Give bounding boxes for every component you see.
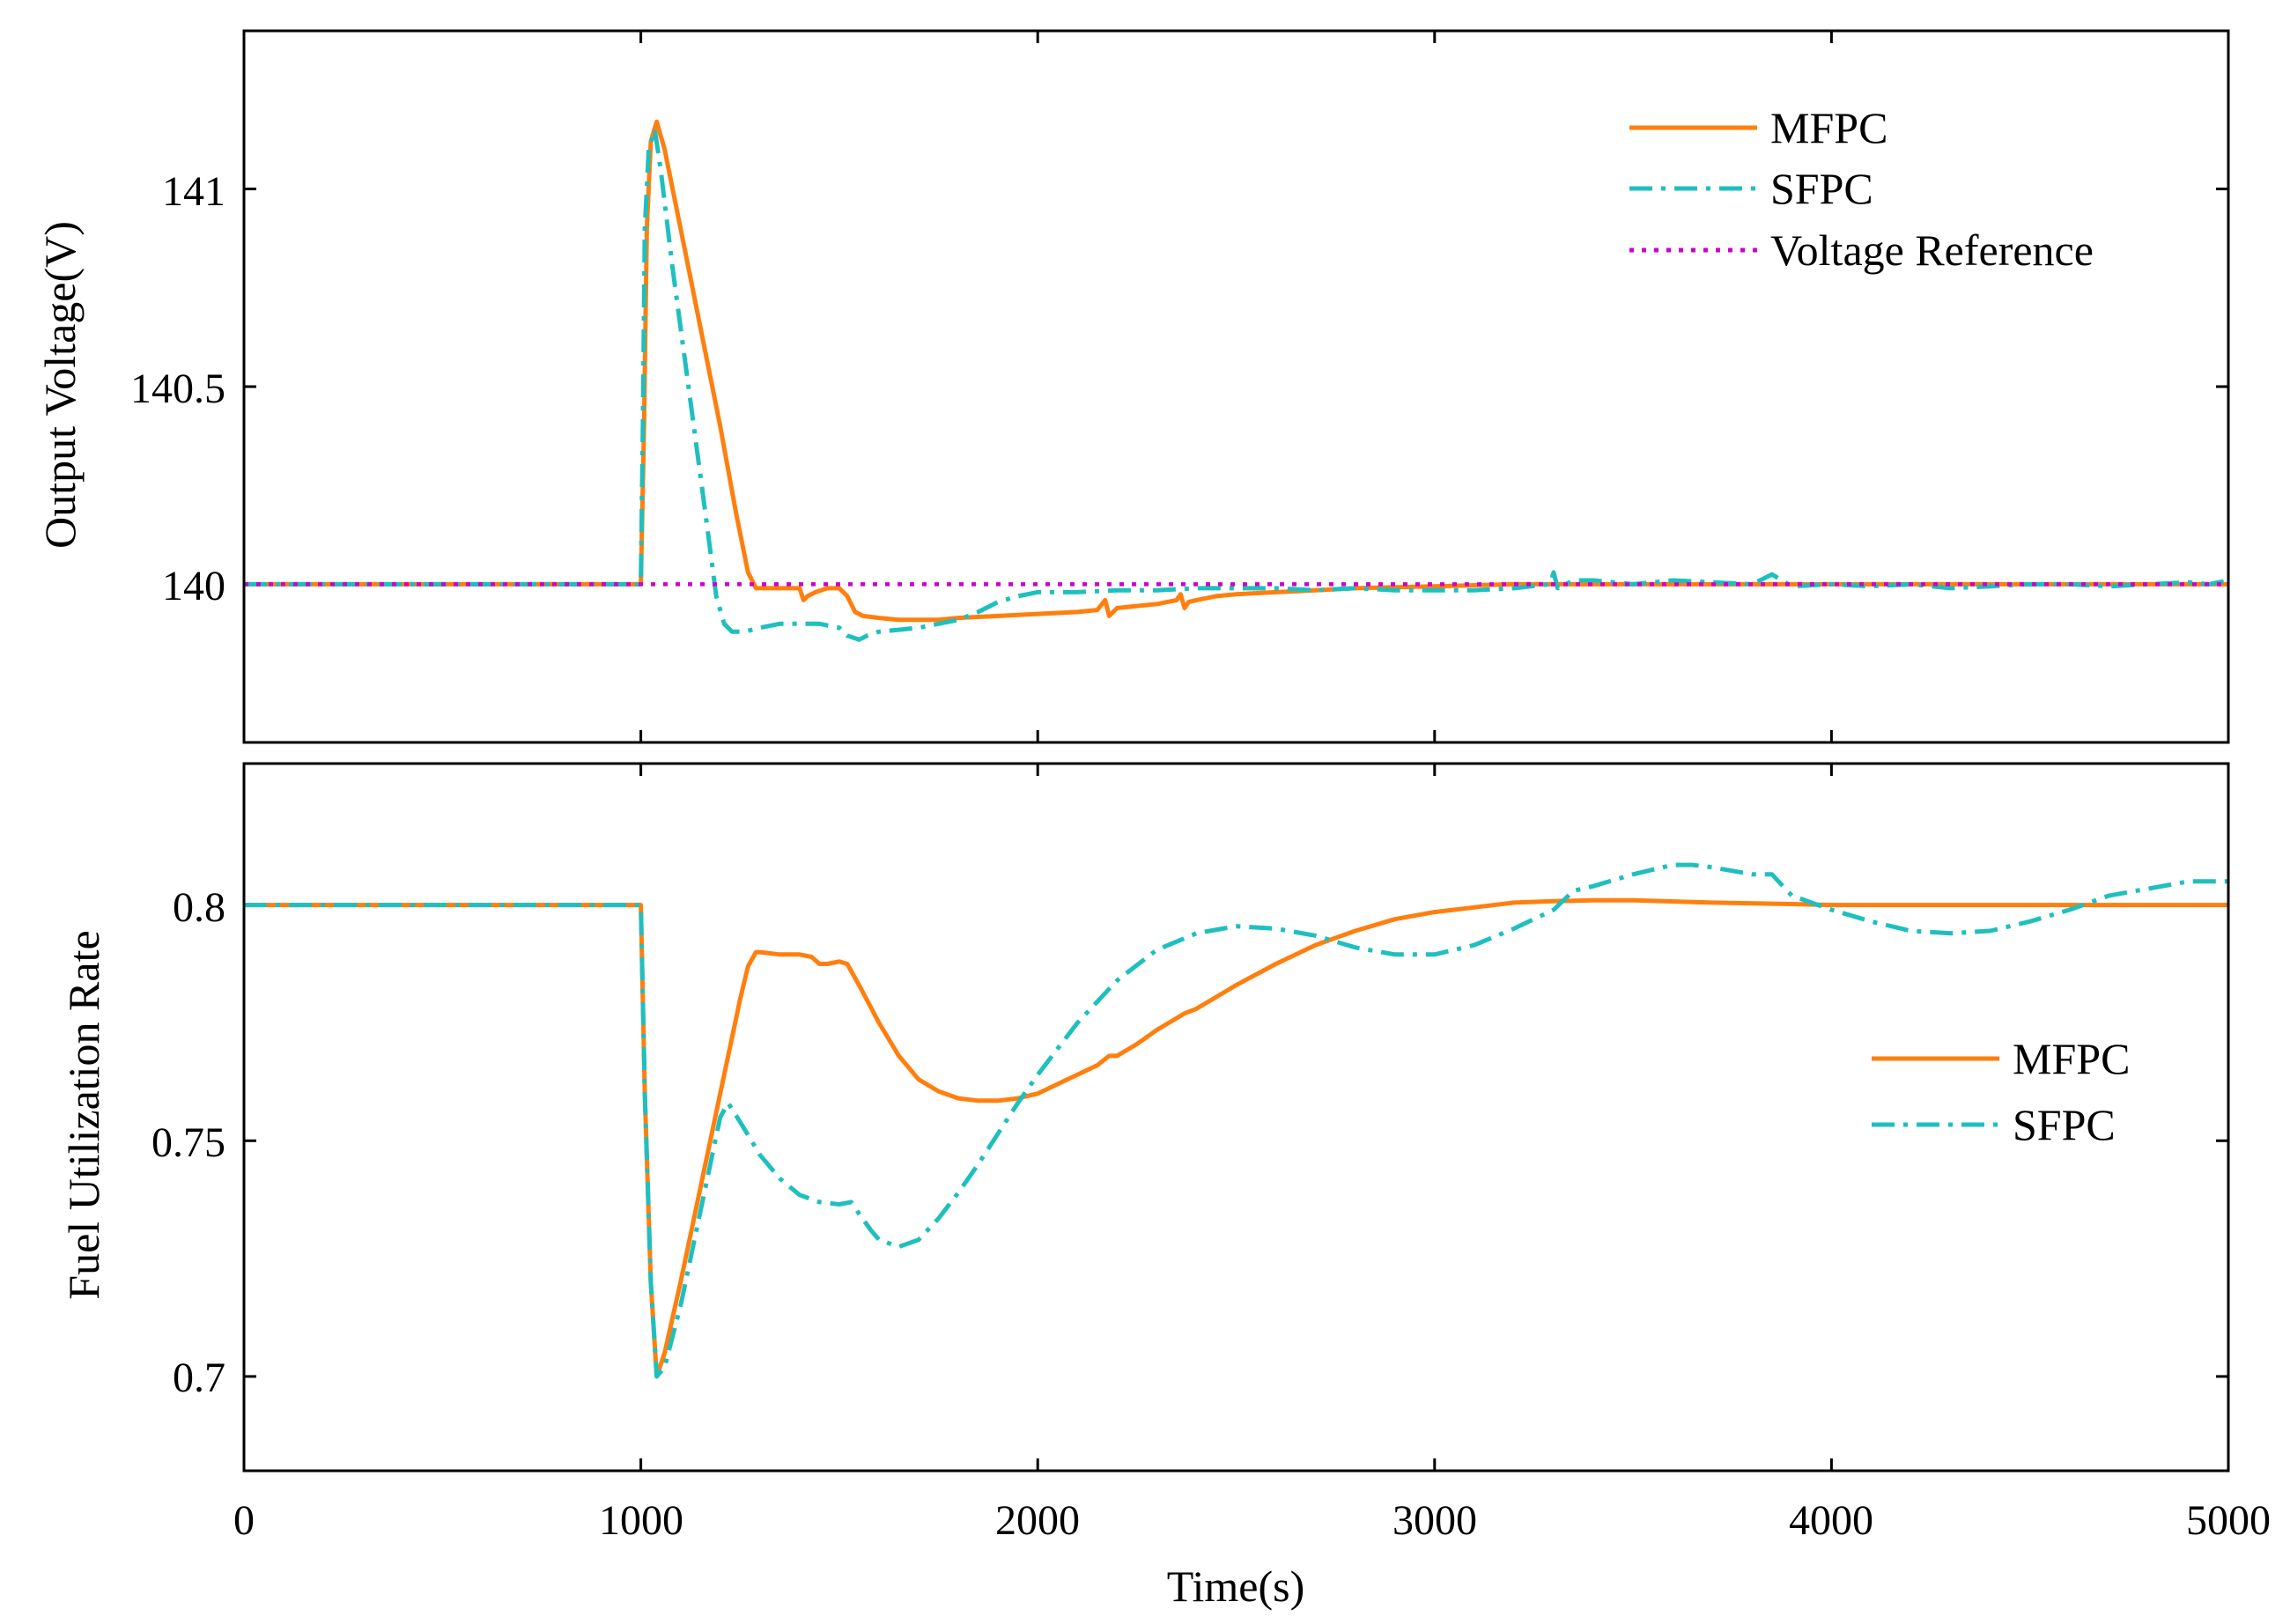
voltage-ytick-label: 141 xyxy=(162,168,225,215)
fuel-legend: MFPC SFPC xyxy=(1872,1034,2130,1149)
voltage-series-group xyxy=(244,119,2229,642)
fuel-ylabel: Fuel Utilization Rate xyxy=(59,930,108,1299)
legend-label-sfpc: SFPC xyxy=(1770,164,1873,213)
voltage-legend: MFPC SFPC Voltage Reference xyxy=(1629,103,2094,275)
fuel-xtick-label: 0 xyxy=(233,1497,255,1544)
fuel-xtick-label: 1000 xyxy=(599,1497,683,1544)
fuel-panel: 0.7 0.75 0.8 0 1000 2000 3000 4000 5000 … xyxy=(59,762,2271,1611)
legend-label-voltage-reference: Voltage Reference xyxy=(1770,225,2094,275)
fuel-ytick-label: 0.7 xyxy=(173,1355,225,1401)
fuel-series-group xyxy=(244,862,2228,1379)
fuel-xtick-label: 4000 xyxy=(1789,1497,1873,1544)
fuel-ytick-label: 0.8 xyxy=(173,884,225,931)
fuel-series-mfpc xyxy=(244,897,2228,1379)
fuel-xtick-label: 5000 xyxy=(2186,1497,2271,1544)
legend-label-sfpc: SFPC xyxy=(2013,1100,2116,1149)
legend-label-mfpc: MFPC xyxy=(2013,1034,2130,1083)
voltage-axes-frame xyxy=(242,29,2230,744)
voltage-ytick-label: 140 xyxy=(162,563,225,609)
legend-label-mfpc: MFPC xyxy=(1770,103,1887,152)
voltage-panel: 140 140.5 141 Output Voltage(V) MFPC SFP… xyxy=(35,29,2230,744)
voltage-ylabel: Output Voltage(V) xyxy=(35,221,85,549)
fuel-xlabel: Time(s) xyxy=(1167,1561,1305,1611)
voltage-series-mfpc xyxy=(244,119,2228,623)
fuel-xtick-label: 3000 xyxy=(1392,1497,1477,1544)
fuel-series-sfpc xyxy=(244,862,2228,1379)
fuel-xtick-label: 2000 xyxy=(995,1497,1080,1544)
voltage-ytick-label: 140.5 xyxy=(130,365,225,412)
fuel-ytick-label: 0.75 xyxy=(151,1119,225,1166)
fuel-axes-frame xyxy=(242,762,2230,1473)
